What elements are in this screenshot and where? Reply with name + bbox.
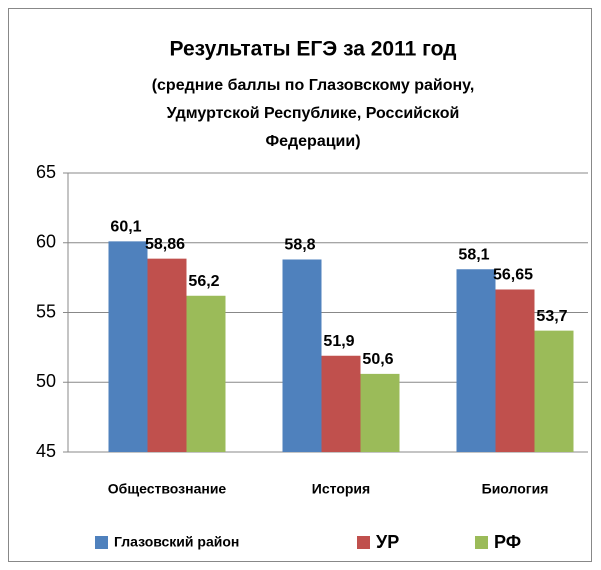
bar [495, 289, 535, 452]
x-tick-label: Биология [482, 481, 549, 497]
bar [456, 269, 496, 452]
legend-swatch [357, 536, 370, 549]
y-tick-label: 55 [36, 301, 56, 321]
legend-label: Глазовский район [114, 534, 239, 550]
value-label: 58,86 [145, 236, 185, 253]
x-tick-label: Обществознание [108, 481, 227, 497]
bar [186, 295, 226, 452]
value-label: 56,65 [493, 267, 533, 284]
value-label: 60,1 [110, 219, 141, 236]
y-tick-label: 60 [36, 232, 56, 252]
y-tick-label: 50 [36, 371, 56, 391]
value-label: 56,2 [188, 273, 219, 290]
chart-subtitle: (средние баллы по Глазовскому району, Уд… [151, 77, 475, 150]
legend-swatch [475, 536, 488, 549]
value-label: 50,6 [362, 351, 393, 368]
y-tick-label: 65 [36, 162, 56, 182]
legend-label: РФ [494, 532, 521, 552]
value-label: 58,8 [284, 237, 315, 254]
x-tick-label: История [312, 481, 370, 497]
value-label: 53,7 [536, 308, 567, 325]
bar [321, 355, 361, 452]
bar [360, 373, 400, 452]
bar [108, 241, 148, 452]
chart-title: Результаты ЕГЭ за 2011 год [169, 38, 456, 61]
value-label: 58,1 [458, 246, 489, 263]
bar [534, 330, 574, 452]
value-label: 51,9 [323, 333, 354, 350]
y-tick-label: 45 [36, 441, 56, 461]
legend-label: УР [376, 532, 399, 552]
bar [282, 259, 322, 452]
bar [147, 258, 187, 452]
legend-swatch [95, 536, 108, 549]
